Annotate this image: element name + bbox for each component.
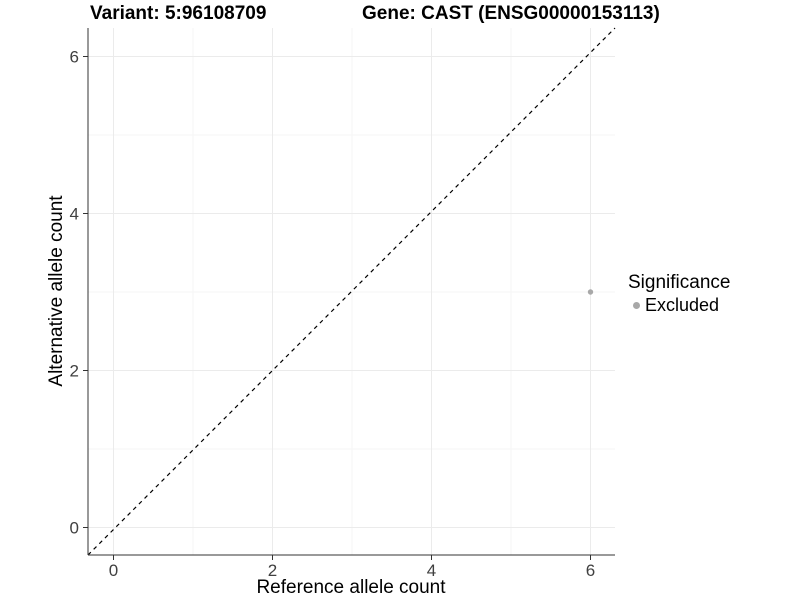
y-tick-label: 2 xyxy=(70,362,79,381)
x-tick-label: 0 xyxy=(109,561,118,580)
plot-title-variant: Variant: 5:96108709 xyxy=(90,3,267,24)
data-point xyxy=(587,289,594,295)
y-axis-title: Alternative allele count xyxy=(46,195,67,387)
x-tick-label: 2 xyxy=(268,561,277,580)
legend-point-icon xyxy=(633,302,640,309)
legend-title: Significance xyxy=(628,272,731,293)
legend-entry-label: Excluded xyxy=(645,295,720,315)
x-tick-label: 6 xyxy=(586,561,595,580)
x-tick-label: 4 xyxy=(427,561,436,580)
x-axis-title: Reference allele count xyxy=(256,577,446,598)
legend-entry-excluded: Excluded xyxy=(628,295,730,316)
y-tick-label: 4 xyxy=(70,205,79,224)
y-tick-label: 6 xyxy=(70,48,79,67)
plot-title-gene: Gene: CAST (ENSG00000153113) xyxy=(362,3,660,24)
legend: Significance Excluded xyxy=(628,272,730,316)
y-tick-label: 0 xyxy=(70,519,79,538)
